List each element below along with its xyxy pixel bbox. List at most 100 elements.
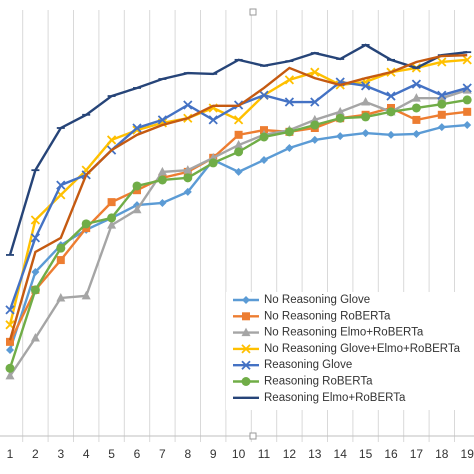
marker: [310, 67, 320, 77]
marker: [234, 147, 244, 157]
x-tick-label: 15: [359, 447, 373, 461]
marker: [387, 130, 395, 139]
marker: [56, 292, 66, 302]
marker: [259, 90, 269, 100]
marker: [361, 112, 371, 122]
legend-label: No Reasoning Elmo+RoBERTa: [264, 327, 424, 339]
x-tick-label: 19: [461, 447, 474, 461]
marker: [361, 129, 370, 138]
plot: [5, 43, 472, 380]
marker: [132, 204, 142, 214]
marker: [157, 175, 167, 185]
marker: [437, 110, 446, 119]
x-tick-label: 6: [134, 447, 141, 461]
x-tick-label: 11: [258, 447, 271, 461]
marker: [5, 370, 15, 380]
x-tick-label: 14: [334, 447, 348, 461]
legend-label: Reasoning RoBERTa: [264, 376, 373, 388]
marker: [107, 198, 116, 207]
marker: [107, 213, 117, 223]
marker: [157, 166, 167, 176]
marker: [310, 120, 320, 130]
marker: [183, 173, 193, 183]
marker: [462, 83, 472, 93]
marker: [361, 97, 371, 106]
marker: [259, 132, 269, 142]
marker: [158, 198, 167, 207]
marker: [284, 127, 294, 137]
marker: [234, 130, 243, 139]
marker: [6, 337, 14, 346]
marker: [437, 90, 447, 100]
marker: [56, 256, 65, 265]
marker: [260, 155, 268, 164]
marker: [310, 97, 320, 107]
legend-label: No Reasoning Glove: [264, 294, 370, 306]
legend-label: No Reasoning Glove+Elmo+RoBERTa: [264, 343, 461, 355]
marker: [30, 333, 40, 342]
marker: [462, 55, 472, 65]
marker: [437, 99, 447, 109]
x-tick-label: 1: [7, 447, 14, 461]
marker: [107, 220, 117, 229]
marker: [81, 290, 91, 300]
marker: [284, 97, 295, 107]
x-tick-label: 17: [410, 447, 424, 461]
legend-label: No Reasoning RoBERTa: [264, 310, 391, 322]
marker: [30, 233, 41, 243]
x-tick-label: 7: [159, 447, 166, 461]
marker: [386, 91, 396, 101]
marker: [335, 113, 345, 123]
marker: [132, 123, 142, 133]
marker: [241, 360, 251, 370]
x-tick-label: 12: [283, 447, 297, 461]
selection-handle: [249, 8, 257, 16]
legend-label: Reasoning Glove: [264, 359, 352, 371]
marker: [285, 144, 294, 153]
marker: [106, 135, 117, 145]
marker: [5, 363, 15, 373]
marker: [462, 95, 472, 105]
marker: [208, 115, 218, 125]
marker: [242, 312, 250, 321]
x-tick-label: 3: [57, 447, 64, 461]
marker: [386, 107, 396, 117]
marker: [30, 285, 40, 295]
marker: [241, 327, 251, 337]
legend-label: Reasoning Elmo+RoBERTa: [264, 392, 406, 404]
x-tick-label: 9: [210, 447, 217, 461]
marker: [411, 103, 421, 113]
marker: [233, 115, 244, 125]
marker: [310, 135, 319, 144]
marker: [56, 243, 66, 253]
marker: [183, 165, 193, 174]
marker: [412, 115, 421, 124]
marker: [463, 121, 472, 130]
legend-box: [226, 292, 472, 410]
marker: [335, 106, 345, 116]
marker: [183, 100, 193, 110]
marker: [284, 75, 295, 85]
series-line: [8, 53, 468, 341]
marker: [241, 377, 251, 386]
marker: [411, 79, 422, 89]
legend: No Reasoning Glove No Reasoning RoBERTa No…: [226, 292, 472, 410]
marker: [241, 344, 251, 354]
marker: [336, 132, 345, 141]
x-tick-label: 16: [384, 447, 398, 461]
selection-handle: [249, 432, 257, 440]
x-tick-label: 10: [232, 447, 246, 461]
marker: [360, 81, 371, 91]
x-tick-label: 2: [32, 447, 39, 461]
marker: [56, 180, 66, 190]
marker: [463, 107, 472, 116]
marker: [234, 167, 243, 176]
x-tick-label: 18: [435, 447, 449, 461]
marker: [208, 158, 218, 168]
marker: [5, 305, 15, 315]
marker: [411, 93, 421, 102]
x-tick-label: 8: [184, 447, 191, 461]
marker: [437, 123, 446, 132]
marker: [183, 187, 192, 196]
